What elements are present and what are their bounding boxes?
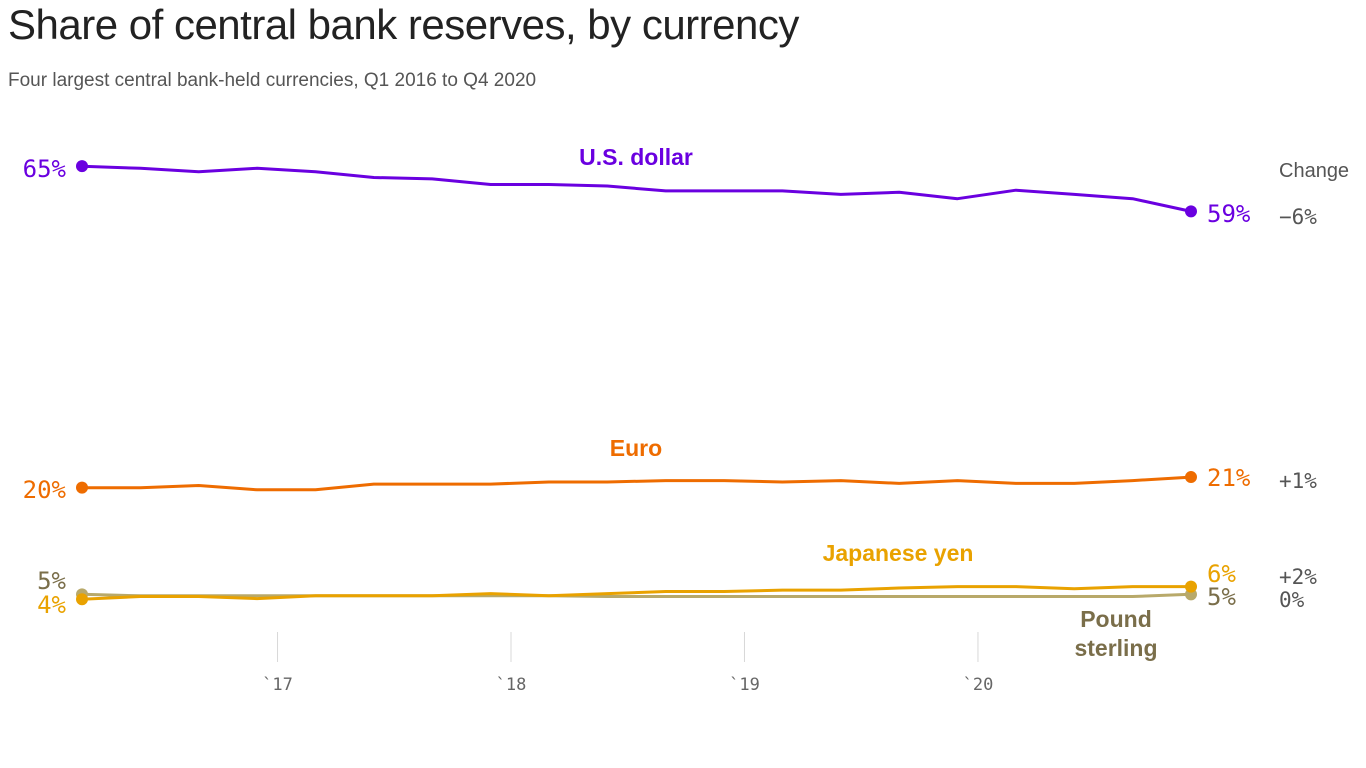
series-end-point <box>1185 471 1197 484</box>
series-end-label: 6% <box>1207 560 1236 588</box>
series-name-label: U.S. dollar <box>579 144 693 170</box>
series-start-label: 65% <box>23 155 67 183</box>
series-line <box>80 592 1193 598</box>
series-lines <box>76 160 1197 606</box>
series-change-label: 0% <box>1279 588 1305 612</box>
series-change-label: +2% <box>1279 565 1317 589</box>
x-tick-label: `18 <box>496 675 527 695</box>
series-name-label: Pound sterling <box>1074 606 1157 661</box>
series-start-label: 5% <box>37 567 66 595</box>
series-labels: 65% 59% −6% U.S. dollar 20% 21% +1% Euro 4% 6% +2%… <box>23 144 1318 661</box>
series-line <box>80 475 1193 492</box>
series-line <box>80 164 1193 213</box>
series-start-label: 20% <box>23 476 67 504</box>
series-end-point <box>1185 580 1197 593</box>
series-start-point <box>76 593 88 606</box>
x-tick-label: `20 <box>963 675 994 695</box>
series-start-point <box>76 160 88 173</box>
series-end-label: 5% <box>1207 583 1236 611</box>
x-axis: `17 `18 `19 `20 <box>262 632 993 695</box>
series-change-label: −6% <box>1279 205 1317 229</box>
series-start-point <box>76 481 88 494</box>
change-header: Change <box>1279 160 1349 182</box>
series-start-label: 4% <box>37 591 66 619</box>
x-tick-label: `17 <box>262 675 293 695</box>
series-line <box>80 585 1193 601</box>
series-end-label: 21% <box>1207 464 1251 492</box>
series-name-label: Japanese yen <box>823 540 974 566</box>
series-change-label: +1% <box>1279 469 1317 493</box>
series-name-label: Euro <box>610 435 662 461</box>
x-tick-label: `19 <box>729 675 760 695</box>
series-end-point <box>1185 205 1197 218</box>
chart-title: Share of central bank reserves, by curre… <box>8 1 799 48</box>
chart-subtitle: Four largest central bank-held currencie… <box>8 70 537 91</box>
series-end-label: 59% <box>1207 200 1251 228</box>
